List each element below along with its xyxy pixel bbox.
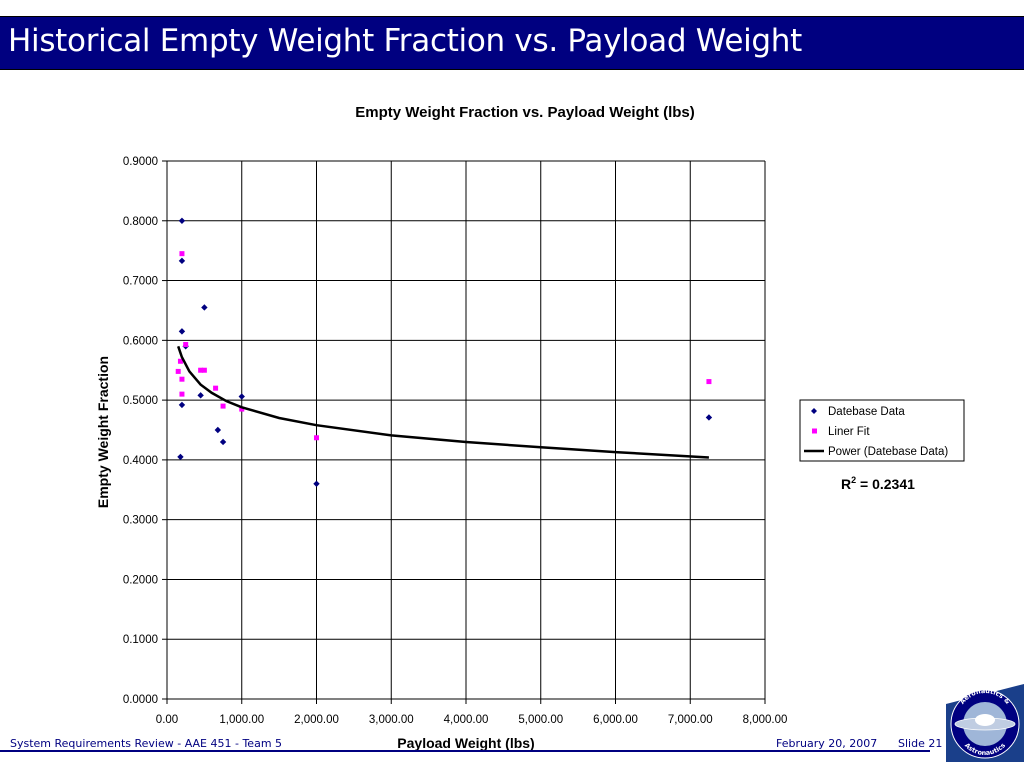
- database-data-point: [214, 426, 222, 434]
- liner-fit-point: [220, 403, 226, 409]
- database-data-point: [705, 414, 713, 421]
- legend-box: [799, 399, 965, 462]
- footer-date: February 20, 2007: [776, 737, 878, 750]
- y-tick-label: 0.6000: [123, 335, 158, 347]
- database-data-point: [313, 480, 320, 487]
- x-tick-label: 1,000.00: [219, 714, 264, 726]
- liner-fit-point: [179, 251, 185, 257]
- database-data-point: [178, 401, 186, 409]
- x-tick-label: 0.00: [156, 714, 178, 726]
- y-tick-label: 0.7000: [123, 276, 158, 288]
- database-data-point: [238, 393, 245, 400]
- database-data-point: [178, 217, 186, 224]
- footer-slide-number: Slide 21: [898, 737, 943, 750]
- legend-label: Power (Datebase Data): [828, 446, 948, 458]
- footer-divider: [0, 750, 930, 752]
- legend-label: Datebase Data: [828, 406, 905, 418]
- database-data-point: [201, 304, 208, 311]
- chart-title: Empty Weight Fraction vs. Payload Weight…: [355, 104, 695, 121]
- y-tick-label: 0.0000: [123, 694, 158, 706]
- liner-fit-point: [179, 391, 185, 397]
- liner-fit-point: [183, 342, 189, 348]
- footer-course: System Requirements Review - AAE 451 - T…: [10, 737, 283, 750]
- y-tick-label: 0.4000: [123, 455, 158, 467]
- liner-fit-point: [177, 358, 183, 364]
- legend-square-swatch: [812, 428, 817, 434]
- liner-fit-point: [213, 385, 219, 391]
- power-trendline: [177, 345, 709, 459]
- x-tick-label: 2,000.00: [294, 714, 339, 726]
- database-data-point: [219, 438, 227, 446]
- y-tick-label: 0.5000: [123, 395, 158, 407]
- x-axis-label: Payload Weight (lbs): [397, 735, 534, 751]
- liner-fit-point: [179, 376, 185, 382]
- aeronautics-logo: Aeronautics & Astronautics: [946, 684, 1024, 762]
- liner-fit-point: [201, 367, 207, 373]
- y-tick-label: 0.2000: [123, 574, 158, 586]
- y-tick-label: 0.9000: [123, 156, 158, 168]
- liner-fit-point: [239, 406, 245, 412]
- slide-title: Historical Empty Weight Fraction vs. Pay…: [8, 23, 802, 59]
- x-tick-label: 3,000.00: [369, 714, 414, 726]
- liner-fit-point: [706, 379, 712, 385]
- y-axis-label: Empty Weight Fraction: [95, 356, 111, 508]
- database-data-point: [178, 328, 186, 335]
- y-tick-label: 0.8000: [123, 216, 158, 228]
- database-data-point: [178, 257, 186, 265]
- y-tick-label: 0.1000: [123, 634, 158, 646]
- x-tick-label: 7,000.00: [668, 714, 713, 726]
- liner-fit-point: [175, 368, 181, 374]
- legend-label: Liner Fit: [828, 426, 870, 438]
- liner-fit-point: [314, 435, 319, 441]
- legend-diamond-swatch: [811, 408, 817, 414]
- title-bar: Historical Empty Weight Fraction vs. Pay…: [0, 16, 1024, 70]
- database-data-point: [197, 392, 204, 399]
- database-data-point: [177, 453, 184, 461]
- x-tick-label: 6,000.00: [593, 714, 638, 726]
- x-tick-label: 8,000.00: [743, 714, 788, 726]
- x-tick-label: 4,000.00: [444, 714, 489, 726]
- liner-fit-point: [198, 367, 204, 373]
- x-tick-label: 5,000.00: [518, 714, 563, 726]
- y-tick-label: 0.3000: [123, 515, 158, 527]
- r-squared-annotation: R2 = 0.2341: [841, 475, 915, 492]
